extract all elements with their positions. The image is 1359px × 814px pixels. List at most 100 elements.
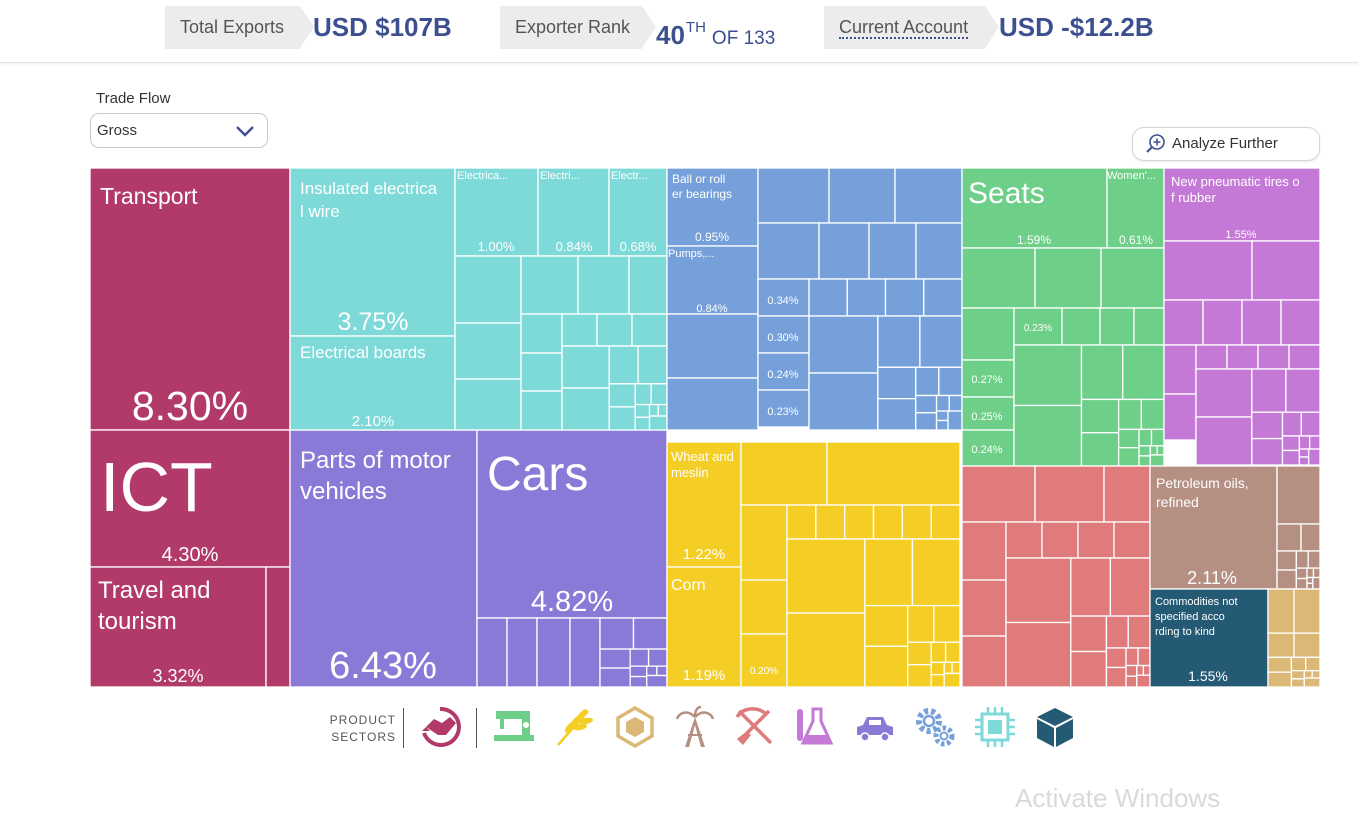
treemap-cell-tires[interactable]: [1163, 168, 1320, 242]
treemap-cell-textiles-2[interactable]: [961, 429, 1015, 467]
metals-small-cell[interactable]: [1125, 647, 1139, 667]
electronics-small-cell[interactable]: [608, 345, 639, 385]
metals-small-cell[interactable]: [1137, 647, 1151, 667]
chemicals-small-cell[interactable]: [1195, 344, 1228, 370]
treemap-cell-seats[interactable]: [961, 168, 1108, 249]
agriculture-small-cell[interactable]: [901, 504, 932, 540]
stone-small-cell[interactable]: [1293, 588, 1320, 634]
analyze-further-button[interactable]: Analyze Further: [1132, 127, 1320, 161]
machinery-small-cell[interactable]: [923, 278, 963, 317]
vehicles-small-cell[interactable]: [506, 617, 538, 687]
vehicles-small-cell[interactable]: [632, 617, 668, 650]
vehicles-small-cell[interactable]: [599, 667, 631, 687]
metals-small-cell[interactable]: [1136, 674, 1151, 687]
machinery-small-cell[interactable]: [808, 372, 879, 431]
electronics-small-cell[interactable]: [454, 378, 522, 431]
metals-small-cell[interactable]: [1105, 615, 1129, 649]
chemicals-small-cell[interactable]: [1251, 240, 1320, 301]
agriculture-small-cell[interactable]: [740, 579, 788, 635]
textiles-small-cell[interactable]: [1080, 432, 1120, 467]
metals-small-cell[interactable]: [961, 465, 1036, 523]
agriculture-small-cell[interactable]: [907, 604, 935, 643]
treemap-cell-services-other[interactable]: [265, 566, 291, 687]
metals-small-cell[interactable]: [1105, 647, 1127, 669]
electronics-small-cell[interactable]: [561, 387, 610, 431]
metals-small-cell[interactable]: [1136, 664, 1145, 676]
textiles-small-cell[interactable]: [961, 307, 1015, 361]
treemap-cell-machinery-0[interactable]: [757, 278, 810, 317]
agriculture-small-cell[interactable]: [740, 504, 788, 581]
other-box-icon[interactable]: [1033, 705, 1077, 749]
machinery-small-cell[interactable]: [868, 222, 917, 280]
metals-small-cell[interactable]: [1005, 557, 1072, 624]
minerals-small-cell[interactable]: [1306, 582, 1314, 590]
minerals-small-cell[interactable]: [1306, 576, 1314, 584]
electronics-small-cell[interactable]: [577, 255, 630, 315]
chemicals-small-cell[interactable]: [1251, 368, 1287, 413]
chemicals-small-cell[interactable]: [1163, 240, 1253, 301]
electronics-small-cell[interactable]: [637, 345, 668, 385]
stone-small-cell[interactable]: [1267, 632, 1295, 659]
agriculture-small-cell[interactable]: [864, 645, 909, 687]
stone-small-cell[interactable]: [1290, 656, 1307, 672]
chemicals-small-cell[interactable]: [1280, 299, 1320, 346]
metals-small-cell[interactable]: [961, 635, 1007, 687]
stone-small-cell[interactable]: [1267, 671, 1293, 687]
electronics-chip-icon[interactable]: [973, 705, 1017, 749]
metals-small-cell[interactable]: [1125, 664, 1138, 677]
treemap-cell-insulated-wire[interactable]: [289, 168, 456, 337]
export-treemap[interactable]: Transport 8.30% ICT 4.30% Travel and tourism 3…: [90, 168, 1320, 687]
chemicals-small-cell[interactable]: [1195, 368, 1253, 418]
electronics-small-cell[interactable]: [520, 255, 579, 315]
electronics-small-cell[interactable]: [454, 322, 522, 380]
chemicals-small-cell[interactable]: [1309, 435, 1320, 450]
chemicals-small-cell[interactable]: [1251, 437, 1284, 466]
textiles-small-cell[interactable]: [1150, 428, 1165, 447]
electronics-small-cell[interactable]: [648, 415, 668, 431]
textiles-small-cell[interactable]: [1117, 447, 1140, 467]
textiles-small-cell[interactable]: [1122, 344, 1165, 401]
textiles-small-cell[interactable]: [1080, 344, 1124, 401]
machinery-small-cell[interactable]: [666, 313, 759, 379]
minerals-small-cell[interactable]: [1276, 569, 1298, 590]
metals-small-cell[interactable]: [1105, 666, 1127, 687]
stone-small-cell[interactable]: [1311, 670, 1320, 679]
chemicals-small-cell[interactable]: [1298, 435, 1311, 450]
treemap-cell-travel[interactable]: [90, 566, 267, 687]
treemap-cell-petroleum[interactable]: [1149, 465, 1278, 590]
chemicals-small-cell[interactable]: [1241, 299, 1282, 346]
vehicles-car-icon[interactable]: [853, 705, 897, 749]
vehicles-small-cell[interactable]: [629, 675, 648, 687]
textiles-small-cell[interactable]: [1080, 398, 1120, 434]
textiles-small-cell[interactable]: [1149, 454, 1165, 467]
agriculture-small-cell[interactable]: [786, 504, 817, 540]
treemap-cell-parts-motor[interactable]: [289, 429, 478, 687]
textiles-small-cell[interactable]: [1138, 455, 1151, 467]
chemicals-small-cell[interactable]: [1226, 344, 1259, 370]
textiles-small-cell[interactable]: [1013, 344, 1083, 407]
treemap-cell-womens[interactable]: [1106, 168, 1165, 249]
agriculture-small-cell[interactable]: [872, 504, 903, 540]
textiles-small-cell[interactable]: [1013, 404, 1083, 467]
stone-small-cell[interactable]: [1303, 670, 1313, 679]
textiles-small-cell[interactable]: [1117, 398, 1142, 431]
machinery-small-cell[interactable]: [947, 410, 963, 431]
vehicles-small-cell[interactable]: [656, 665, 668, 677]
chemicals-small-cell[interactable]: [1281, 435, 1301, 452]
stone-small-cell[interactable]: [1267, 656, 1293, 673]
textiles-small-cell[interactable]: [1156, 445, 1165, 456]
agriculture-small-cell[interactable]: [930, 661, 945, 676]
agriculture-small-cell[interactable]: [951, 661, 961, 675]
agriculture-small-cell[interactable]: [907, 663, 932, 687]
agriculture-small-cell[interactable]: [864, 538, 914, 607]
agriculture-small-cell[interactable]: [943, 661, 953, 675]
machinery-small-cell[interactable]: [915, 366, 940, 397]
metals-small-cell[interactable]: [1077, 521, 1115, 559]
electronics-small-cell[interactable]: [631, 313, 668, 347]
textiles-small-cell[interactable]: [1100, 247, 1165, 309]
machinery-small-cell[interactable]: [808, 278, 848, 317]
textiles-small-cell[interactable]: [1140, 398, 1165, 431]
metals-small-cell[interactable]: [1103, 465, 1151, 523]
vehicles-small-cell[interactable]: [536, 617, 571, 687]
machinery-small-cell[interactable]: [757, 168, 830, 224]
